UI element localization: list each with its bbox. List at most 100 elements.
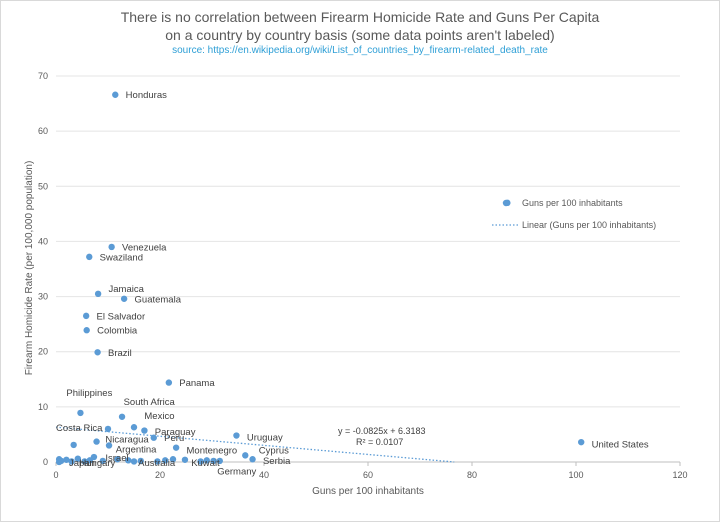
data-point [242,452,249,459]
point-label: Hungary [79,458,115,469]
x-tick-label: 20 [155,470,165,480]
data-point [58,457,65,465]
point-label: Argentina [116,444,157,455]
data-point [70,441,77,449]
y-tick-label: 40 [38,236,48,246]
chart-source: source: https://en.wikipedia.org/wiki/Li… [172,45,548,56]
data-point [130,458,138,465]
chart-title-line-1: There is no correlation between Firearm … [121,9,600,25]
point-label: Australia [138,458,176,469]
data-point [150,434,157,441]
tick-labels: 0 10 20 30 40 50 60 70 0 20 40 60 80 100 120 [38,71,688,480]
point-label: Swaziland [100,252,143,263]
data-point [108,243,115,251]
trendline-equation: y = -0.0825x + 6.3183 [338,426,426,436]
point-label: Colombia [97,326,138,337]
data-point [86,457,94,464]
data-point [83,327,90,334]
data-point [210,457,217,465]
data-point [77,409,84,417]
data-point [63,456,70,463]
point-label: United States [592,439,649,450]
data-point [216,457,223,465]
data-point [137,457,144,465]
y-tick-label: 60 [38,126,48,136]
x-tick-label: 40 [259,470,269,480]
data-point [578,438,585,446]
point-label: Brazil [108,348,132,359]
data-point [105,442,113,449]
data-point [130,424,138,431]
data-point [68,458,75,465]
data-point [162,457,169,464]
x-tick-label: 100 [568,470,583,480]
point-label: Philippines [66,388,112,399]
trendline-group [55,426,455,463]
data-point [120,295,128,302]
data-point [114,456,121,463]
data-point [74,455,82,462]
point-label: Montenegro [187,445,238,456]
data-point [165,379,173,386]
point-label: Honduras [126,90,167,101]
point-label: Mexico [144,411,174,422]
point-label: Panama [179,378,215,389]
x-tick-label: 60 [363,470,373,480]
data-point [81,458,88,465]
data-point [125,457,132,464]
y-tick-label: 10 [38,402,48,412]
data-point [94,290,102,298]
point-label: Paraguay [155,427,196,438]
point-label: Japan [69,458,95,469]
y-tick-label: 70 [38,71,48,81]
point-label: Costa Rica [56,423,103,434]
data-point [233,432,240,439]
legend: Guns per 100 inhabitants Linear (Guns pe… [492,198,656,230]
data-point [169,456,177,463]
data-point [172,444,180,451]
data-point [99,457,107,465]
x-tick-label: 80 [467,470,477,480]
gridlines [56,75,680,408]
data-point [82,312,90,320]
data-point [181,456,189,463]
point-label: Nicaragua [105,434,149,445]
legend-label-series: Guns per 100 inhabitants [522,198,623,208]
point-label: El Salvador [97,311,146,322]
y-tick-label: 50 [38,181,48,191]
point-label: Peru [164,433,184,444]
point-label: South Africa [124,397,176,408]
x-tick-label: 0 [53,470,58,480]
data-point [197,458,204,465]
trendline [55,426,455,463]
y-tick-label: 20 [38,347,48,357]
trendline-r-squared: R² = 0.0107 [356,437,403,447]
data-points [55,91,585,466]
point-label: Kuwait [191,458,220,469]
chart-title-line-2: on a country by country basis (some data… [165,27,554,43]
data-point [154,458,161,465]
point-label: Venezuela [122,242,167,253]
data-point [93,438,100,445]
point-label: Germany [217,466,256,477]
point-label: Jamaica [109,284,145,295]
data-point [249,456,256,463]
point-label: Uruguay [247,433,283,444]
data-point [141,427,148,434]
data-point [203,457,210,464]
point-label: Israel [105,453,128,464]
data-point [118,413,126,420]
data-point [86,253,93,261]
y-tick-label: 0 [43,457,48,467]
point-label: Serbia [263,456,291,467]
y-tick-label: 30 [38,292,48,302]
data-point [104,425,112,433]
point-label: Guatemala [135,294,182,305]
legend-marker [502,199,510,207]
y-axis-title: Firearm Homicide Rate (per 100,000 popul… [24,161,35,376]
point-label: Cyprus [259,445,289,456]
data-point [112,91,119,98]
